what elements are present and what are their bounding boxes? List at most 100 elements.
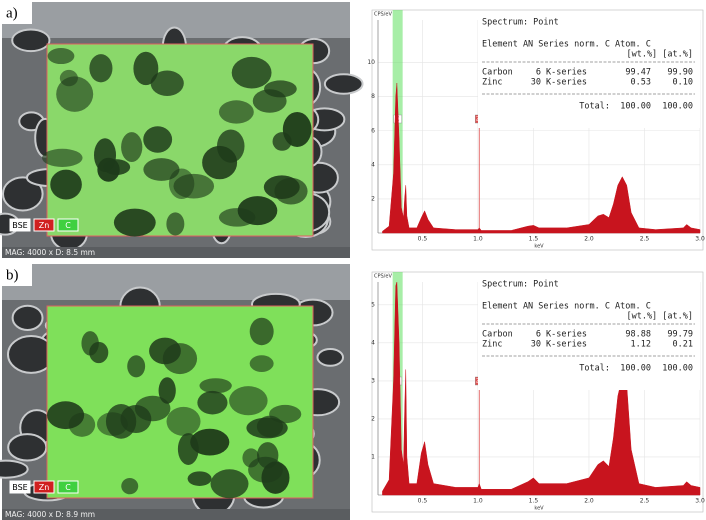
map-pore [97, 412, 128, 436]
map-pore [197, 390, 228, 415]
tag-box [33, 480, 55, 494]
x-tick-label: 0.5 [418, 236, 428, 243]
x-tick-label: 2.0 [584, 236, 594, 243]
map-pore [261, 461, 290, 494]
x-tick-label: 2.5 [640, 236, 650, 243]
footer-bar [2, 247, 350, 258]
map-pore [150, 70, 184, 96]
map-pore [41, 148, 83, 167]
spectrum-area [382, 281, 701, 496]
map-pore [47, 48, 75, 65]
table-title: Spectrum: Point [482, 18, 559, 28]
map-pore [218, 100, 254, 124]
map-pore [143, 158, 180, 181]
y-tick-label: 8 [371, 93, 375, 100]
table-header: Element AN Series norm. C Atom. C [482, 302, 651, 312]
tag-label: C [65, 221, 71, 230]
x-axis-label: keV [534, 506, 544, 512]
tag-label: Zn [39, 483, 50, 492]
map-pore [68, 412, 96, 437]
x-tick-label: 1.5 [529, 498, 539, 505]
table-cell: K-series [546, 78, 587, 88]
y-tick-label: 10 [367, 59, 375, 66]
y-tick-label: 3 [371, 377, 375, 384]
map-pore [177, 433, 199, 465]
x-axis-label: keV [534, 244, 544, 250]
spectrum-area [382, 83, 701, 234]
table-cell: Zinc [482, 78, 502, 88]
y-tick-label: 1 [371, 453, 375, 460]
x-tick-label: 0.5 [418, 498, 428, 505]
map-pore [216, 129, 245, 163]
table-total: 100.00 [662, 102, 693, 112]
table-cell: 0.10 [673, 78, 693, 88]
y-axis-label: CPS/eV [374, 12, 392, 18]
table-cell: K-series [546, 68, 587, 78]
x-tick-label: 1.0 [473, 498, 483, 505]
tag-box [9, 218, 31, 232]
y-tick-label: 6 [371, 127, 375, 134]
y-tick-label: 5 [371, 301, 375, 308]
map-pore [199, 378, 232, 394]
table-total: 100.00 [662, 364, 693, 374]
table-cell: 0.21 [673, 340, 693, 350]
tag-label: Zn [39, 221, 50, 230]
map-pore [210, 469, 249, 499]
table-total: 100.00 [620, 102, 651, 112]
panel-label: b) [6, 267, 19, 283]
y-tick-label: 4 [371, 161, 375, 168]
tag-box [9, 480, 31, 494]
y-tick-label: 2 [371, 415, 375, 422]
table-header: Element AN Series norm. C Atom. C [482, 40, 651, 50]
map-pore [218, 208, 256, 227]
tag-label: BSE [12, 221, 27, 230]
image-footer: MAG: 4000 x D: 8.9 mm [5, 510, 95, 519]
pore [11, 304, 44, 331]
map-pore [89, 54, 113, 83]
table-cell: K-series [546, 340, 587, 350]
map-pore [249, 317, 274, 346]
map-pore [121, 132, 143, 163]
table-cell: 6 [536, 330, 541, 340]
map-pore [120, 405, 152, 434]
tag-label: C [65, 483, 71, 492]
tag-box [57, 218, 79, 232]
table-cell: Carbon [482, 330, 513, 340]
pore [323, 73, 364, 95]
map-pore [246, 417, 288, 439]
map-pore [149, 337, 181, 365]
table-total: Total: [579, 364, 610, 374]
tag-label: BSE [12, 483, 27, 492]
pore [0, 459, 29, 479]
map-pore [93, 138, 117, 173]
table-cell: 0.53 [631, 78, 651, 88]
y-axis-label: CPS/eV [374, 274, 392, 280]
x-tick-label: 1.5 [529, 236, 539, 243]
map-pore [269, 404, 302, 424]
map-pore [113, 208, 156, 237]
panel-label: a) [6, 5, 18, 21]
table-units: [wt.%] [at.%] [626, 312, 693, 322]
map-pore [50, 169, 82, 200]
label-box [2, 2, 32, 24]
x-tick-label: 3.0 [695, 236, 705, 243]
pore [11, 28, 51, 53]
map-pore [143, 126, 173, 153]
map-pore [282, 111, 312, 147]
map-pore [133, 51, 159, 86]
table-total: 100.00 [620, 364, 651, 374]
map-pore [81, 331, 99, 356]
footer-bar [2, 509, 350, 520]
table-units: [wt.%] [at.%] [626, 50, 693, 60]
table-cell: K-series [546, 330, 587, 340]
image-top-band [2, 264, 350, 300]
map-pore [166, 212, 185, 236]
map-pore [249, 355, 274, 372]
table-cell: 1.12 [631, 340, 651, 350]
pore [1, 176, 44, 212]
table-cell: 30 [531, 340, 541, 350]
table-cell: Zinc [482, 340, 502, 350]
table-title: Spectrum: Point [482, 280, 559, 290]
table-cell: 99.90 [667, 68, 693, 78]
